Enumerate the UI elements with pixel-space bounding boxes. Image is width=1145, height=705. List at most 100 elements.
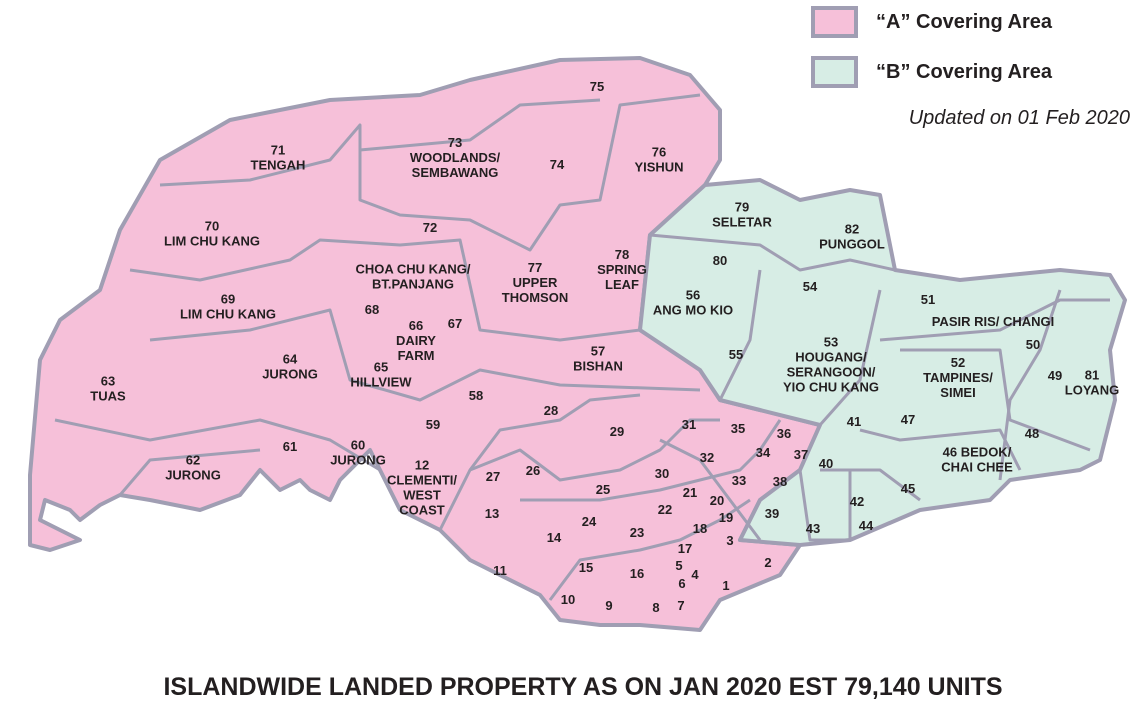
district-name: SERANGOON/ xyxy=(787,365,876,380)
district-number: 79 xyxy=(735,200,749,215)
district-number: 41 xyxy=(847,414,861,429)
district-borders xyxy=(54,93,1110,601)
district-number: 40 xyxy=(819,456,833,471)
district-number: 80 xyxy=(713,253,727,268)
district-number: 13 xyxy=(485,506,499,521)
district-number: 62 xyxy=(186,453,200,468)
district-name: CHAI CHEE xyxy=(941,460,1013,475)
district-number: 54 xyxy=(803,279,818,294)
district-name: COAST xyxy=(399,503,445,518)
legend-swatch xyxy=(811,56,858,88)
district-name: YISHUN xyxy=(634,160,683,175)
district-number: 14 xyxy=(547,530,562,545)
district-name: CLEMENTI/ xyxy=(387,473,457,488)
district-number: 68 xyxy=(365,302,379,317)
district-name: LIM CHU KANG xyxy=(164,234,260,249)
district-number: 51 xyxy=(921,292,935,307)
district-number: 77 xyxy=(528,260,542,275)
district-number: 71 xyxy=(271,143,285,158)
district-number: 33 xyxy=(732,473,746,488)
district-name: LOYANG xyxy=(1065,383,1119,398)
district-number: 53 xyxy=(824,335,838,350)
district-name: JURONG xyxy=(330,453,386,468)
zone-a xyxy=(28,56,822,632)
district-name: HILLVIEW xyxy=(350,375,412,390)
district-name: LIM CHU KANG xyxy=(180,307,276,322)
legend: “A” Covering Area “B” Covering Area xyxy=(811,6,1053,88)
district-name: SIMEI xyxy=(940,385,975,400)
district-name: DAIRY xyxy=(396,333,436,348)
district-number: 31 xyxy=(682,417,696,432)
district-name: ANG MO KIO xyxy=(653,303,733,318)
district-name: WOODLANDS/ xyxy=(410,150,501,165)
district-number: 11 xyxy=(493,563,507,578)
district-number: 58 xyxy=(469,388,483,403)
district-number: 38 xyxy=(773,474,787,489)
district-number: 43 xyxy=(806,521,820,536)
district-number: 16 xyxy=(630,566,644,581)
district-number: 49 xyxy=(1048,368,1062,383)
district-name: UPPER xyxy=(513,275,558,290)
district-number: 47 xyxy=(901,412,915,427)
district-name: WEST xyxy=(403,488,441,503)
district-number: 63 xyxy=(101,374,115,389)
district-number: 37 xyxy=(794,447,808,462)
district-name: JURONG xyxy=(165,468,221,483)
legend-swatch xyxy=(811,6,858,38)
district-name: BT.PANJANG xyxy=(372,277,454,292)
district-number: 59 xyxy=(426,417,440,432)
district-name: SEMBAWANG xyxy=(412,165,499,180)
district-number: 19 xyxy=(719,510,733,525)
district-number: 69 xyxy=(221,292,235,307)
district-number: 26 xyxy=(526,463,540,478)
district-number: 12 xyxy=(415,458,429,473)
district-name: HOUGANG/ xyxy=(795,350,867,365)
district-number: 17 xyxy=(678,541,692,556)
district-number: 10 xyxy=(561,592,575,607)
district-number: 7 xyxy=(677,598,684,613)
district-number: 64 xyxy=(283,352,298,367)
district-number: 1 xyxy=(722,578,729,593)
district-number: 72 xyxy=(423,220,437,235)
district-number: 28 xyxy=(544,403,558,418)
district-number: 81 xyxy=(1085,368,1099,383)
district-number: 75 xyxy=(590,79,604,94)
district-number: 44 xyxy=(859,518,874,533)
district-number: 6 xyxy=(678,576,685,591)
district-name: TAMPINES/ xyxy=(923,370,993,385)
district-number: 45 xyxy=(901,481,915,496)
district-name: SELETAR xyxy=(712,215,772,230)
district-number: 48 xyxy=(1025,426,1039,441)
district-number: 74 xyxy=(550,157,565,172)
district-number: 70 xyxy=(205,219,219,234)
footer-title: ISLANDWIDE LANDED PROPERTY AS ON JAN 202… xyxy=(163,673,1002,701)
district-number: 29 xyxy=(610,424,624,439)
district-number: 20 xyxy=(710,493,724,508)
district-number: 66 xyxy=(409,318,423,333)
district-name: FARM xyxy=(398,348,435,363)
district-number: 82 xyxy=(845,222,859,237)
updated-note: Updated on 01 Feb 2020 xyxy=(909,107,1130,129)
district-number: 21 xyxy=(683,485,697,500)
district-number: 61 xyxy=(283,439,297,454)
district-number: 46 BEDOK/ xyxy=(943,445,1012,460)
district-number: 5 xyxy=(675,558,682,573)
district-number: 34 xyxy=(756,445,771,460)
district-number: 3 xyxy=(726,533,733,548)
district-number: 18 xyxy=(693,521,707,536)
district-name: TENGAH xyxy=(251,158,306,173)
district-number: 36 xyxy=(777,426,791,441)
district-name: TUAS xyxy=(90,389,126,404)
district-number: 4 xyxy=(691,567,699,582)
district-number: 67 xyxy=(448,316,462,331)
district-number: 78 xyxy=(615,247,629,262)
district-number: 42 xyxy=(850,494,864,509)
district-number: 24 xyxy=(582,514,597,529)
district-number: 22 xyxy=(658,502,672,517)
district-name: SPRING xyxy=(597,262,647,277)
district-number: 15 xyxy=(579,560,593,575)
district-name: BISHAN xyxy=(573,359,623,374)
district-number: 73 xyxy=(448,135,462,150)
district-number: PASIR RIS/ CHANGI xyxy=(932,314,1055,329)
